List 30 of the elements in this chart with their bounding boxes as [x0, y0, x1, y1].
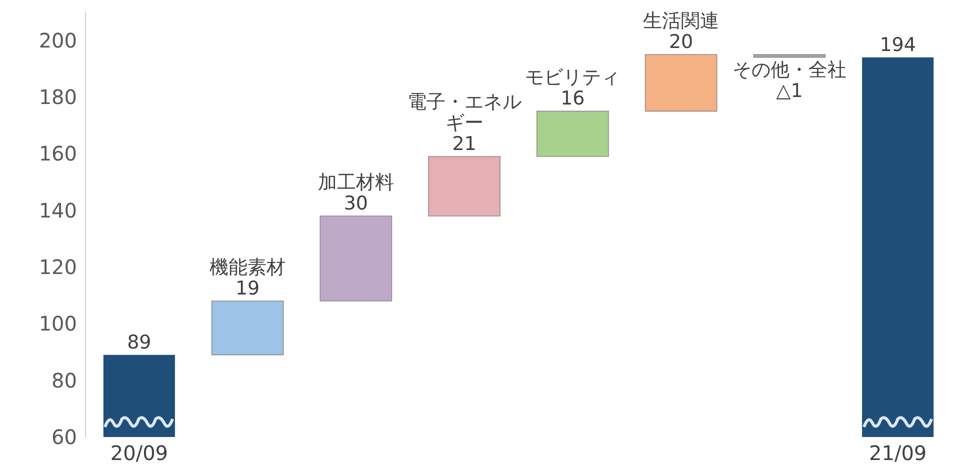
data-label: 21 [452, 133, 476, 155]
data-label: 16 [560, 88, 585, 110]
data-label: 19 [235, 278, 260, 300]
x-tick-label: 20/09 [110, 441, 168, 465]
x-tick-label: その他・全社 [732, 58, 846, 81]
data-label: 20 [668, 31, 694, 53]
y-tick-label: 200 [38, 28, 77, 52]
x-tick-label: 21/09 [868, 441, 927, 465]
bar [536, 110, 609, 157]
y-tick-label: 180 [38, 85, 77, 109]
y-tick-label: 60 [52, 425, 77, 449]
bar [428, 156, 500, 216]
data-label: △1 [776, 80, 803, 102]
data-label: 194 [880, 34, 916, 56]
y-tick-label: 80 [52, 368, 77, 392]
bar [320, 216, 392, 302]
x-tick-label: 生活関連 [643, 10, 720, 32]
x-tick-label: モビリティ [525, 66, 620, 89]
y-tick-label: 100 [38, 312, 77, 336]
x-tick-label: 電子・エネルギー [407, 91, 522, 134]
bar [211, 300, 284, 356]
bar [753, 54, 826, 58]
y-tick-label: 140 [38, 198, 77, 222]
bar [644, 54, 718, 112]
y-tick-label: 120 [38, 255, 77, 279]
data-label: 30 [344, 192, 368, 214]
x-tick-label: 機能素材 [210, 256, 286, 278]
x-tick-label: 加工材料 [318, 172, 394, 194]
data-label: 89 [127, 331, 152, 354]
y-tick-label: 160 [38, 142, 77, 166]
